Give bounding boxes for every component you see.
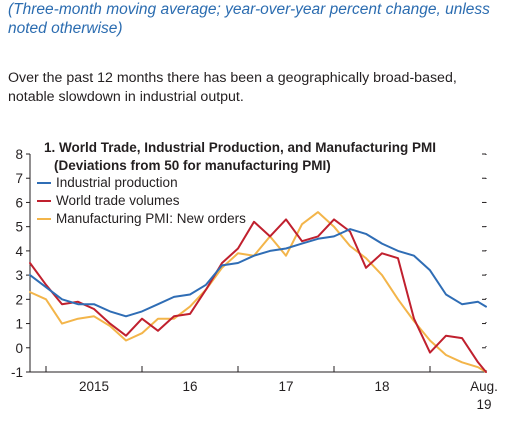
y-tick-label: 2 [15,292,23,307]
chart-title: 1. World Trade, Industrial Production, a… [44,140,436,155]
chart-axes: -1 0 1 2 3 4 5 6 7 8 2015 16 17 18 Aug. 19 [11,147,498,412]
chart-title-line2: (Deviations from 50 for manufacturing PM… [54,158,331,173]
x-tick-label: Aug. [470,379,498,394]
series-line-world-trade-volumes [29,218,487,373]
x-tick-label-line2: 19 [476,397,491,412]
x-tick-label: 17 [278,379,293,394]
y-tick-label: 6 [15,195,23,210]
y-tick-label: 8 [15,147,23,162]
intro-paragraph: Over the past 12 months there has been a… [8,70,457,105]
page-subtitle: (Three-month moving average; year-over-y… [8,1,490,37]
legend-label: Manufacturing PMI: New orders [56,211,246,226]
y-tick-label: 7 [15,171,23,186]
y-tick-label: -1 [11,365,23,380]
legend-label: Industrial production [56,175,178,190]
x-tick-label: 16 [182,379,197,394]
y-tick-label: 5 [15,220,23,235]
x-tick-label: 2015 [79,379,109,394]
y-tick-label: 1 [15,317,23,332]
y-tick-label: 0 [15,341,23,356]
line-chart: -1 0 1 2 3 4 5 6 7 8 2015 16 17 18 Aug. 19 1. World Tra… [11,140,498,412]
y-tick-label: 4 [15,244,23,259]
series-line-industrial-production [29,228,487,318]
chart-legend: Industrial production World trade volumes… [37,175,246,226]
x-tick-label: 18 [374,379,389,394]
y-tick-label: 3 [15,268,23,283]
legend-label: World trade volumes [56,193,180,208]
series-line-manufacturing-pmi-new-orders [29,211,487,373]
chart-lines [29,211,487,373]
